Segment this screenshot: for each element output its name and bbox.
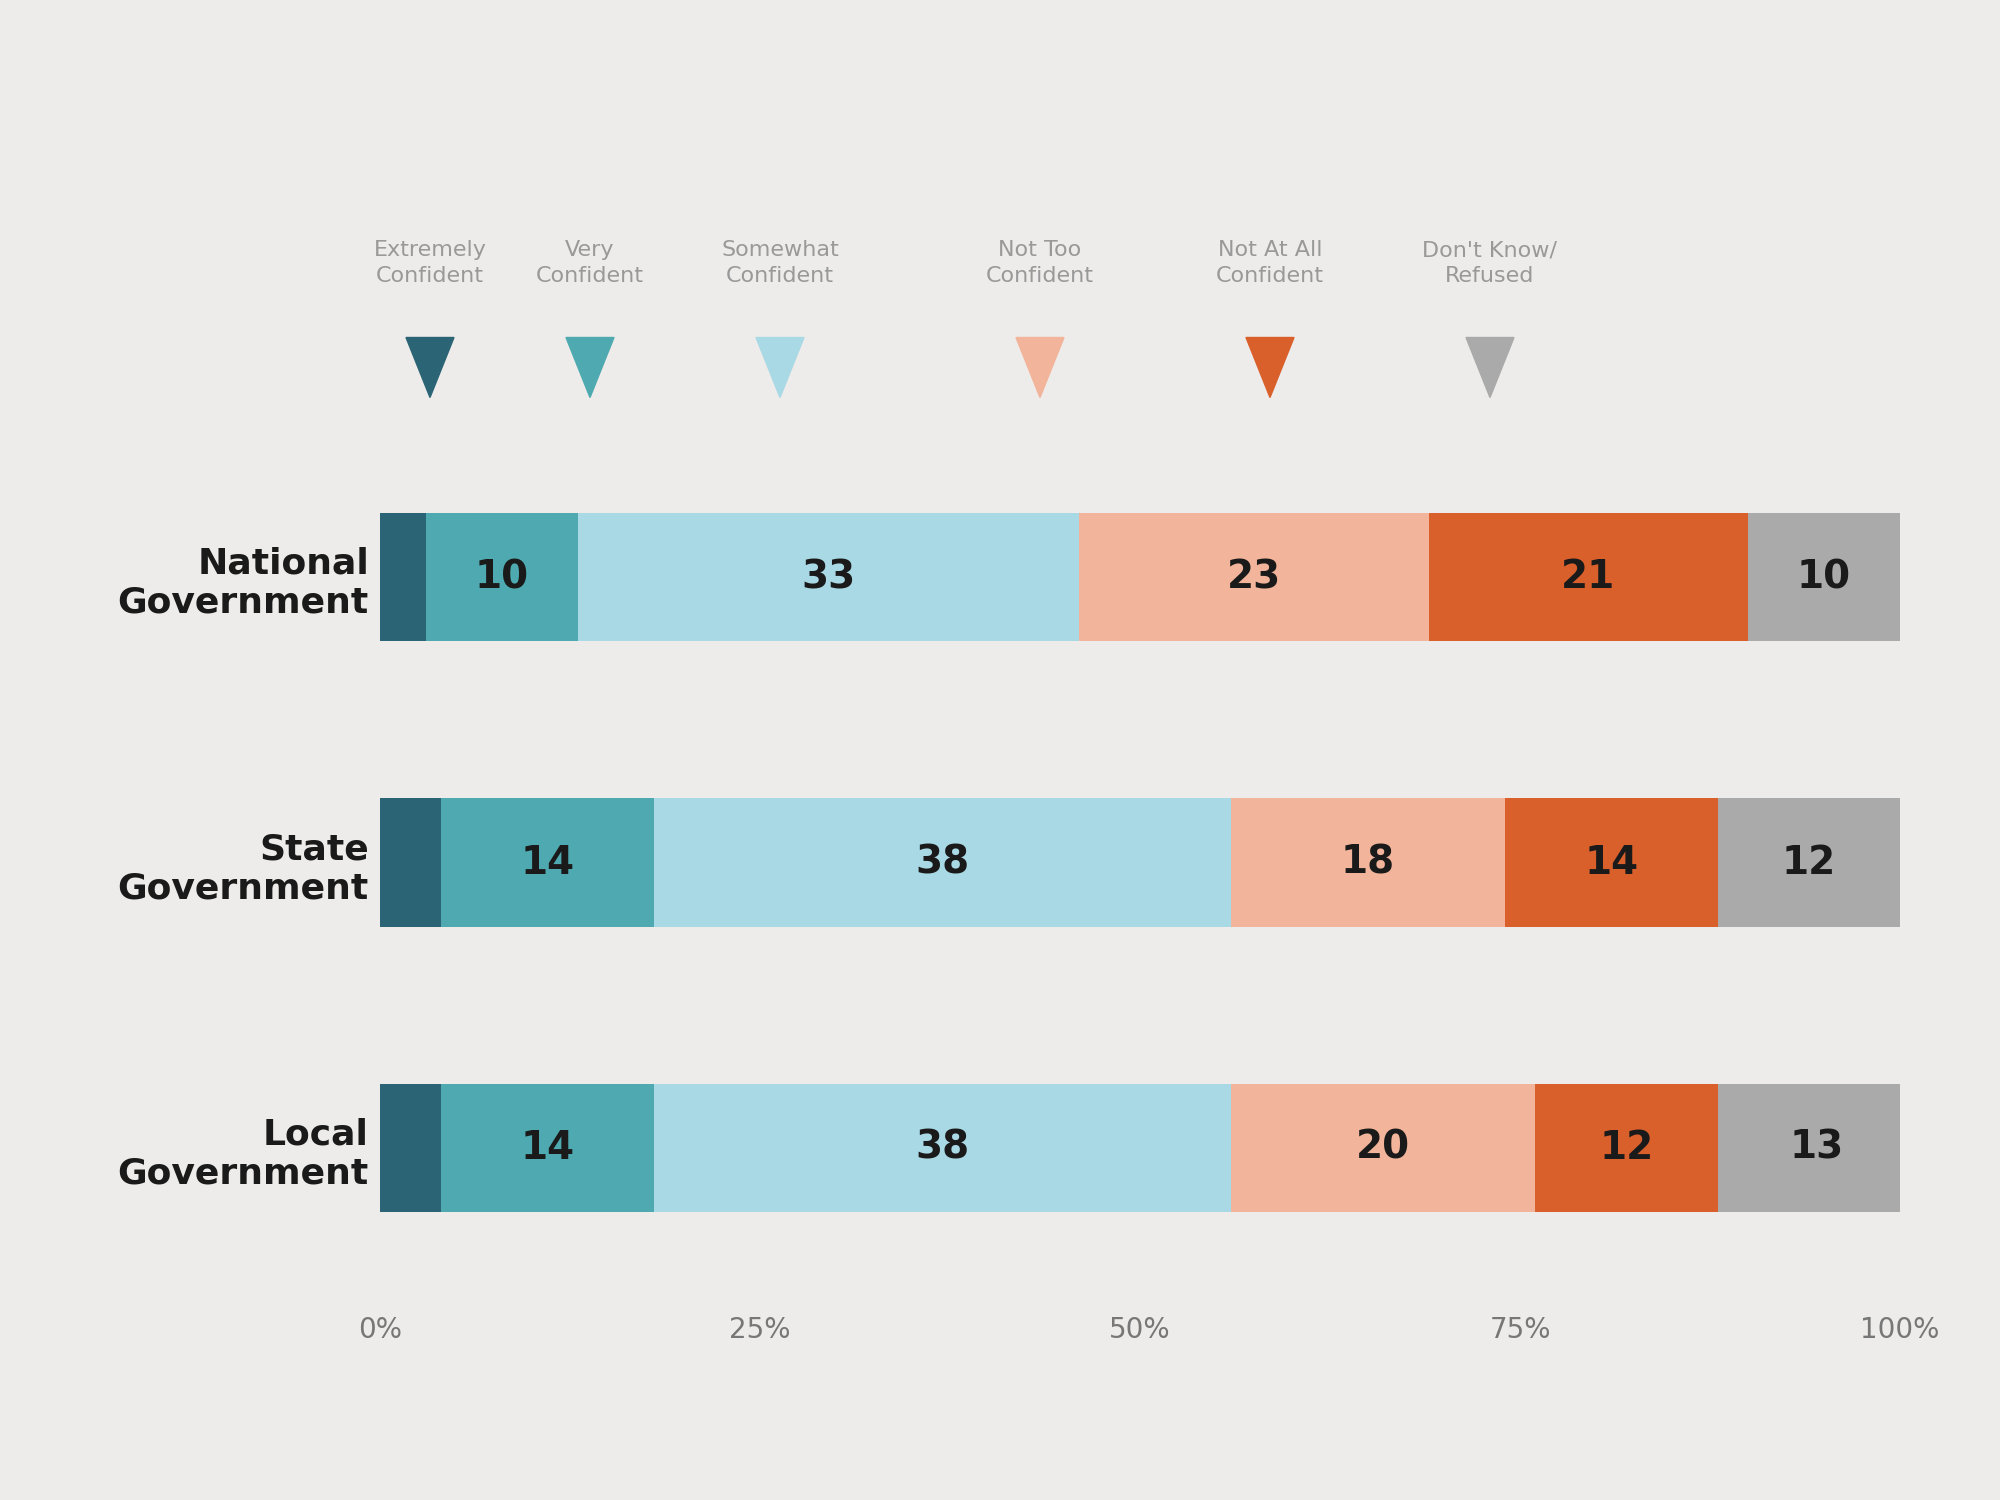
Text: Very
Confident: Very Confident <box>536 240 644 286</box>
Bar <box>1718 798 1900 927</box>
Bar <box>578 513 1080 642</box>
Bar <box>440 1083 654 1212</box>
Bar <box>1536 1083 1718 1212</box>
Text: Don't Know/
Refused: Don't Know/ Refused <box>1422 240 1558 286</box>
Text: Somewhat
Confident: Somewhat Confident <box>722 240 838 286</box>
Bar <box>654 1083 1232 1212</box>
Text: 21: 21 <box>1562 558 1616 596</box>
Text: 14: 14 <box>1584 843 1638 882</box>
Text: Not At All
Confident: Not At All Confident <box>1216 240 1324 286</box>
Text: 23: 23 <box>1226 558 1282 596</box>
Bar <box>1718 1083 1916 1212</box>
Bar <box>654 798 1232 927</box>
Bar <box>380 513 426 642</box>
Text: 38: 38 <box>916 1130 970 1167</box>
Bar <box>1080 513 1428 642</box>
Bar <box>380 798 440 927</box>
Text: 10: 10 <box>474 558 528 596</box>
Text: 38: 38 <box>916 843 970 882</box>
Text: 14: 14 <box>520 1130 574 1167</box>
Bar <box>1428 513 1748 642</box>
Text: 12: 12 <box>1782 843 1836 882</box>
Bar <box>1232 1083 1536 1212</box>
Bar <box>1748 513 1900 642</box>
Text: 14: 14 <box>520 843 574 882</box>
Text: 20: 20 <box>1356 1130 1410 1167</box>
Bar <box>1504 798 1718 927</box>
Text: Extremely
Confident: Extremely Confident <box>374 240 486 286</box>
Bar <box>426 513 578 642</box>
Bar <box>440 798 654 927</box>
Text: Not Too
Confident: Not Too Confident <box>986 240 1094 286</box>
Bar <box>1232 798 1504 927</box>
Bar <box>380 1083 440 1212</box>
Text: 10: 10 <box>1796 558 1852 596</box>
Text: 33: 33 <box>802 558 856 596</box>
Text: 12: 12 <box>1600 1130 1654 1167</box>
Text: 18: 18 <box>1340 843 1396 882</box>
Text: 13: 13 <box>1790 1130 1844 1167</box>
